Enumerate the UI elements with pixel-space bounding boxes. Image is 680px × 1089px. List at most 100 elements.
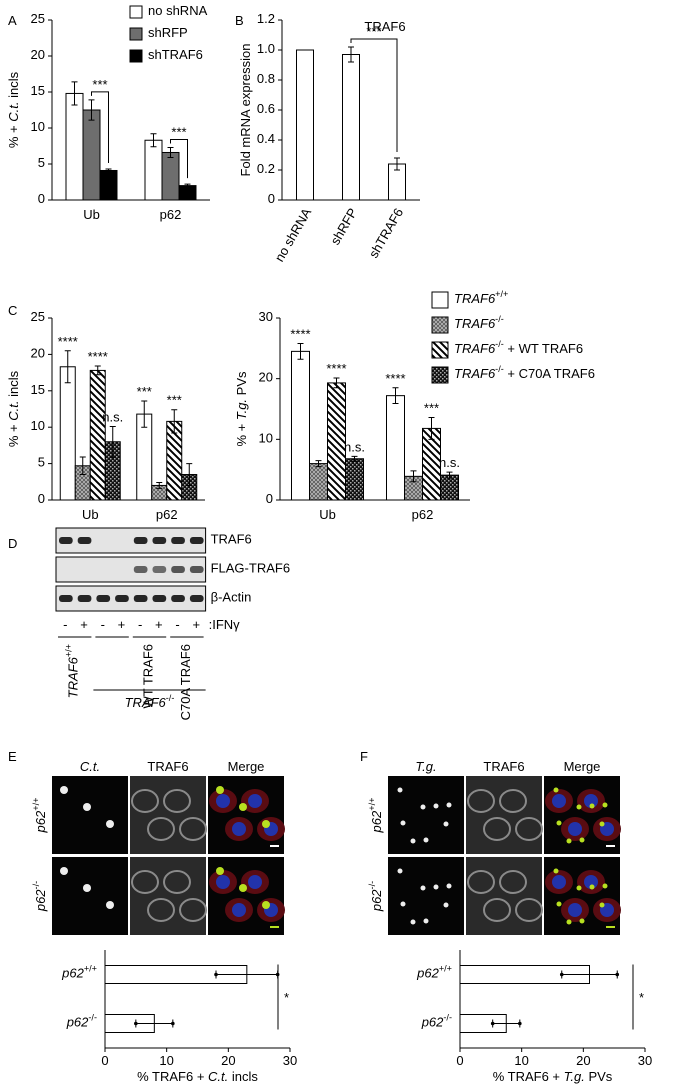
pathogen	[433, 803, 439, 809]
legend-label: no shRNA	[148, 3, 208, 18]
significance-label: n.s.	[344, 440, 365, 455]
pathogen	[446, 883, 452, 889]
error-bar	[410, 470, 417, 483]
treatment-sign: -	[175, 617, 179, 632]
pathogen	[397, 787, 403, 793]
significance-label: ***	[92, 77, 107, 92]
column-header: T.g.	[415, 759, 436, 774]
pathogen	[556, 901, 562, 907]
pathogen	[443, 821, 449, 827]
y-axis-label: % + T.g. PVs	[234, 371, 249, 447]
error-bar	[71, 81, 78, 106]
legend-swatch	[431, 341, 449, 359]
nucleus	[216, 875, 230, 889]
pathogen	[60, 867, 68, 875]
significance-label: ***	[167, 393, 182, 408]
legend-label: TRAF6-/- + C70A TRAF6	[454, 364, 595, 381]
data-point	[490, 1021, 495, 1026]
cell	[483, 898, 511, 922]
y-tick-label: 0	[268, 191, 275, 206]
row-label: p62-/-	[367, 881, 384, 912]
pathogen	[420, 804, 426, 810]
blot-band	[152, 566, 167, 573]
bar	[291, 350, 310, 501]
cell	[179, 817, 207, 841]
error-bar	[109, 425, 116, 458]
pathogen	[216, 786, 224, 794]
cell	[483, 817, 511, 841]
legend-label: TRAF6-/-	[454, 314, 504, 331]
x-tick-label: Ub	[319, 507, 336, 522]
x-tick-label: Ub	[82, 507, 99, 522]
legend-label: TRAF6+/+	[454, 289, 508, 306]
y-tick-label: 10	[31, 419, 45, 434]
error-bar	[348, 46, 354, 63]
pathogen	[262, 820, 270, 828]
significance-label: ***	[366, 24, 381, 39]
significance-label: ****	[385, 371, 405, 386]
pathogen	[553, 787, 559, 793]
treatment-sign: -	[63, 617, 67, 632]
x-tick-label: 10	[514, 1053, 528, 1068]
error-bar	[394, 157, 400, 171]
error-bar	[392, 387, 399, 405]
x-axis-label: % TRAF6 + T.g. PVs	[493, 1069, 613, 1084]
y-tick-label: 5	[38, 455, 45, 470]
blot-row-label: FLAG-TRAF6	[211, 561, 290, 576]
data-point	[171, 1021, 175, 1026]
y-tick-label: 20	[259, 370, 273, 385]
nucleus	[552, 875, 566, 889]
pathogen	[216, 867, 224, 875]
significance-label: n.s.	[439, 456, 460, 471]
legend-swatch	[129, 49, 143, 63]
cell	[499, 870, 527, 894]
panel-label: B	[235, 13, 244, 28]
error-bar	[446, 471, 453, 479]
pathogen	[410, 919, 416, 925]
nucleus	[568, 822, 582, 836]
bar	[161, 151, 180, 201]
legend-swatch	[431, 366, 449, 384]
x-tick-label: 30	[638, 1053, 652, 1068]
y-tick-label: p62+/+	[61, 964, 97, 981]
cell	[515, 898, 543, 922]
pathogen	[397, 868, 403, 874]
treatment-sign: -	[101, 617, 105, 632]
blot-band	[171, 595, 185, 602]
legend-swatch	[431, 291, 449, 309]
pathogen	[566, 838, 572, 844]
cell	[147, 898, 175, 922]
error-bar	[171, 409, 178, 434]
y-tick-label: 0.8	[257, 71, 275, 86]
y-tick-label: 1.2	[257, 11, 275, 26]
genotype-label: TRAF6-/-	[125, 693, 175, 710]
error-bar	[184, 183, 191, 188]
x-tick-label: p62	[412, 507, 434, 522]
error-bar	[186, 463, 193, 486]
blot-band	[152, 537, 167, 544]
pathogen	[433, 884, 439, 890]
y-tick-label: 25	[31, 11, 45, 26]
legend-swatch	[129, 27, 143, 41]
significance-label: ***	[424, 401, 439, 416]
group-label: WT TRAF6	[141, 644, 156, 709]
x-tick-label: 30	[283, 1053, 297, 1068]
y-tick-label: 0	[38, 191, 45, 206]
x-tick-label: 0	[456, 1053, 463, 1068]
legend-label: TRAF6-/- + WT TRAF6	[454, 339, 583, 356]
pathogen	[83, 884, 91, 892]
y-tick-label: 1.0	[257, 41, 275, 56]
significance-bracket	[170, 138, 188, 179]
blot-band	[189, 537, 204, 544]
y-axis-label: % + C.t. incls	[6, 71, 21, 148]
y-tick-label: 20	[31, 346, 45, 361]
nucleus	[248, 875, 262, 889]
panel-label: F	[360, 749, 368, 764]
pathogen	[410, 838, 416, 844]
nucleus	[552, 794, 566, 808]
y-tick-label: 0.4	[257, 131, 275, 146]
pathogen	[579, 837, 585, 843]
y-tick-label: 0	[266, 491, 273, 506]
x-axis-label: % TRAF6 + C.t. incls	[137, 1069, 258, 1084]
data-point	[214, 972, 218, 977]
